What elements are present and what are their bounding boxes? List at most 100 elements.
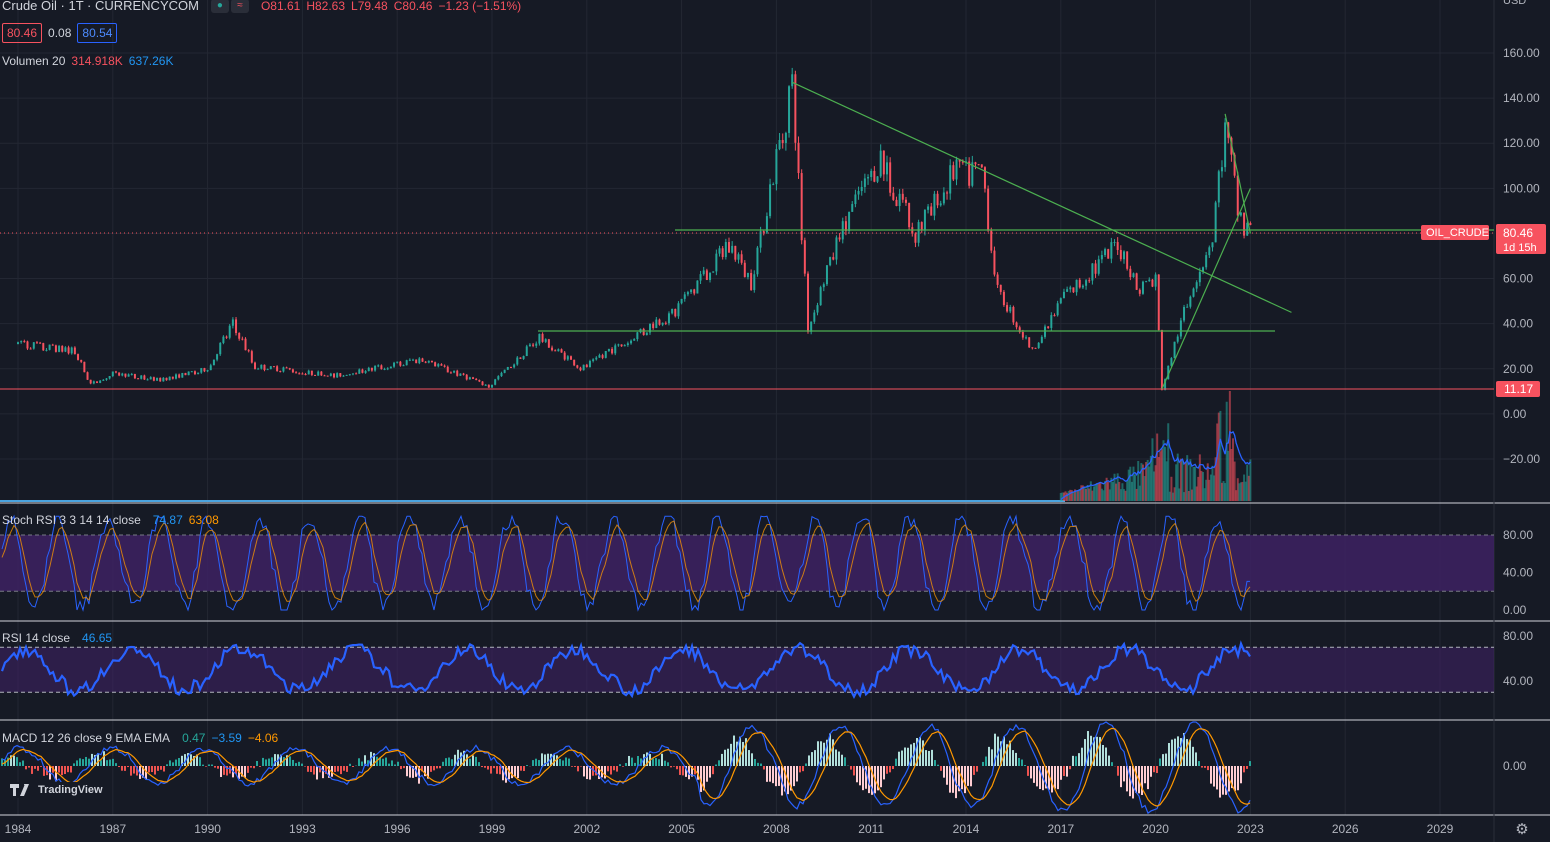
candle-body [345, 374, 348, 376]
macd-histogram-bar [697, 766, 699, 780]
candle-body [983, 167, 986, 189]
macd-histogram-bar [1078, 753, 1080, 766]
candle-body [418, 358, 421, 364]
low-price-label: 11.17 [1504, 382, 1533, 396]
eye-icon[interactable]: ● [210, 0, 229, 13]
macd-histogram-bar [274, 754, 276, 766]
volume-bar [1194, 466, 1197, 501]
macd-histogram-bar [364, 755, 366, 766]
stoch-rsi-pane[interactable] [0, 514, 1494, 612]
volume-bar [1091, 490, 1094, 501]
candle-body [1214, 202, 1217, 243]
candle-body [1217, 171, 1220, 203]
candle-body [269, 366, 272, 370]
macd-histogram-bar [532, 760, 534, 766]
alert-label-box [1421, 225, 1489, 240]
candle-body [664, 322, 667, 324]
macd-label: MACD 12 26 close 9 EMA EMA [2, 731, 171, 745]
candle-body [566, 356, 569, 360]
candle-body [1246, 223, 1249, 236]
volume-legend[interactable]: Volumen 20 314.918K 637.26K [2, 54, 174, 68]
settings-gear-icon[interactable]: ⚙ [1515, 821, 1529, 838]
candle-body [1208, 247, 1211, 256]
macd-histogram-bar [496, 766, 498, 774]
sell-price-button[interactable]: 80.46 [2, 23, 43, 43]
macd-histogram-bar [490, 766, 492, 774]
volume-bar [1222, 481, 1225, 501]
macd-histogram-bar [643, 754, 645, 766]
candle-body [535, 343, 538, 346]
macd-histogram-bar [1231, 766, 1233, 789]
candle-body [310, 370, 313, 375]
candle-body [298, 373, 301, 375]
volume-bar [1100, 488, 1103, 501]
time-tick-label: 2005 [668, 822, 695, 836]
macd-legend[interactable]: MACD 12 26 close 9 EMA EMA 0.47 −3.59 −4… [2, 731, 278, 745]
candle-body [901, 193, 904, 200]
volume-bar [1099, 482, 1102, 501]
macd-histogram-bar [1102, 745, 1104, 766]
rsi-legend[interactable]: RSI 14 close 46.65 [2, 631, 112, 645]
time-tick-label: 1987 [99, 822, 126, 836]
legend-icons[interactable]: ● ≈ [210, 0, 249, 13]
candle-body [750, 272, 753, 290]
macd-histogram-bar [922, 740, 924, 766]
macd-histogram-bar [1165, 753, 1167, 766]
macd-histogram-bar [1150, 766, 1152, 777]
macd-histogram-bar [868, 766, 870, 794]
candle-body [333, 373, 335, 378]
stoch-label: Stoch RSI 3 3 14 14 close [2, 513, 141, 527]
macd-histogram-bar [607, 766, 609, 772]
candle-body [857, 190, 860, 195]
candle-body [987, 188, 990, 231]
macd-histogram-bar [1018, 757, 1020, 766]
buy-price-button[interactable]: 80.54 [77, 23, 118, 43]
macd-histogram-bar [391, 760, 393, 766]
candle-body [626, 343, 629, 346]
volume-ma-line [1060, 430, 1251, 501]
candle-body [1167, 365, 1170, 380]
rsi-pane[interactable] [0, 640, 1494, 699]
candle-body [140, 375, 143, 379]
candle-body [990, 230, 993, 251]
candle-body [374, 365, 377, 371]
wave-icon[interactable]: ≈ [230, 0, 249, 13]
candle-body [1132, 273, 1135, 278]
macd-histogram-bar [631, 757, 633, 766]
candle-body [92, 381, 95, 384]
macd-histogram-bar [361, 761, 363, 766]
volume-bar [1217, 412, 1220, 501]
macd-histogram-bar [250, 766, 252, 768]
macd-histogram-bar [688, 766, 690, 780]
macd-histogram-bar [385, 757, 387, 766]
macd-histogram-bar [253, 766, 255, 769]
macd-histogram-bar [793, 766, 795, 787]
volume-bar [1094, 484, 1097, 501]
macd-histogram-bar [859, 766, 861, 786]
macd-histogram-bar [976, 766, 978, 772]
candle-body [746, 272, 749, 278]
macd-pane[interactable] [1, 721, 1251, 815]
symbol-title[interactable]: Crude Oil · 1T · CURRENCYCOM [2, 0, 199, 13]
macd-histogram-bar [1072, 755, 1074, 766]
volume-bar [1141, 464, 1144, 501]
macd-histogram-bar [400, 766, 402, 770]
candle-body [1249, 223, 1252, 226]
candle-body [105, 378, 108, 380]
macd-histogram-bar [94, 754, 96, 766]
price-pane[interactable] [0, 67, 1494, 391]
volume-bar [1227, 450, 1230, 501]
candle-body [58, 345, 61, 352]
candle-body [525, 346, 528, 357]
macd-histogram-bar [742, 741, 744, 766]
candle-body [1037, 342, 1040, 348]
candle-body [1081, 285, 1084, 288]
bid-ask-row[interactable]: 80.46 0.08 80.54 [2, 23, 118, 43]
stoch-legend[interactable]: Stoch RSI 3 3 14 14 close 74.87 63.08 [2, 513, 219, 527]
symbol-legend[interactable]: Crude Oil · 1T · CURRENCYCOM ● ≈ O81.61 … [2, 0, 521, 13]
volume-bar [1115, 483, 1118, 501]
volume-bar [1146, 459, 1149, 501]
tradingview-logo[interactable]: TradingView [6, 782, 107, 798]
